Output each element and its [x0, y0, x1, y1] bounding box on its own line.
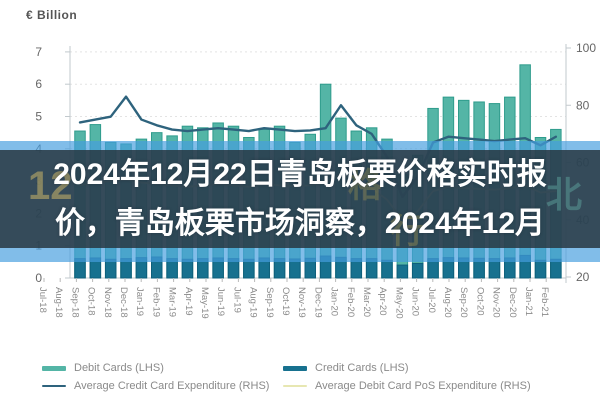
- svg-text:Nov-20: Nov-20: [491, 287, 502, 318]
- svg-text:Sep-18: Sep-18: [69, 287, 80, 318]
- headline-line2: 价，青岛板栗市场洞察，2024年12月: [54, 207, 546, 240]
- line-avg-credit-card-expenditure: [78, 95, 558, 199]
- svg-text:Apr-19: Apr-19: [183, 287, 194, 316]
- svg-text:Jun-20: Jun-20: [410, 287, 421, 316]
- axis-unit-label: € Billion: [26, 8, 78, 22]
- bar: [381, 259, 393, 279]
- bar: [396, 264, 409, 279]
- svg-text:Jul-20: Jul-20: [426, 287, 437, 313]
- svg-text:Jan-20: Jan-20: [329, 287, 340, 316]
- x-axis-labels: Jul-18 Aug-18 Sep-18 Oct-18 Nov-18 Dec-18 Jan-…: [37, 278, 550, 319]
- svg-text:Feb-20: Feb-20: [345, 287, 356, 317]
- svg-text:20: 20: [576, 270, 590, 284]
- legend-label: Credit Cards (LHS): [315, 362, 409, 374]
- headline-line1: 2024年12月22日青岛板栗价格实时报: [53, 158, 547, 191]
- bar: [411, 262, 424, 279]
- bar: [550, 258, 562, 279]
- headline: 2024年12月22日青岛板栗价格实时报 价，青岛板栗市场洞察，2024年12月: [0, 150, 600, 248]
- svg-text:Oct-18: Oct-18: [86, 287, 97, 316]
- svg-text:Jun-19: Jun-19: [215, 287, 226, 316]
- bar: [181, 258, 194, 279]
- svg-text:Oct-19: Oct-19: [280, 287, 291, 316]
- svg-text:100: 100: [576, 41, 596, 55]
- svg-text:Nov-18: Nov-18: [102, 287, 113, 318]
- svg-text:Nov-19: Nov-19: [296, 287, 307, 318]
- svg-text:7: 7: [35, 45, 42, 59]
- legend-line-swatch: [42, 384, 66, 388]
- bar: [534, 259, 547, 279]
- legend-label: Debit Cards (LHS): [74, 362, 164, 374]
- svg-text:5: 5: [35, 110, 42, 124]
- svg-text:Jul-18: Jul-18: [37, 287, 48, 313]
- svg-text:Jul-19: Jul-19: [231, 287, 242, 313]
- svg-text:Sep-19: Sep-19: [264, 287, 275, 318]
- svg-text:6: 6: [35, 77, 42, 91]
- svg-text:May-20: May-20: [393, 287, 404, 319]
- svg-text:80: 80: [576, 98, 590, 112]
- legend-bar-swatch: [42, 365, 66, 371]
- svg-text:Dec-20: Dec-20: [507, 287, 518, 318]
- legend-item: Credit Cards (LHS): [283, 362, 531, 374]
- bar: [243, 258, 255, 279]
- svg-text:Mar-19: Mar-19: [167, 287, 178, 317]
- svg-text:0: 0: [35, 271, 42, 285]
- svg-text:Aug-19: Aug-19: [248, 287, 259, 318]
- overlay-band-dark: [0, 150, 600, 248]
- legend: Debit Cards (LHS) Credit Cards (LHS) Avera…: [42, 362, 531, 392]
- legend-item: Average Credit Card Expenditure (RHS): [42, 380, 283, 392]
- svg-text:Mar-20: Mar-20: [361, 287, 372, 317]
- bar: [104, 258, 117, 279]
- svg-text:Oct-20: Oct-20: [474, 287, 485, 316]
- svg-text:Aug-18: Aug-18: [53, 287, 64, 318]
- svg-text:Jan-19: Jan-19: [134, 287, 145, 316]
- legend-item: Average Debit Card PoS Expenditure (RHS): [283, 380, 531, 392]
- legend-item: Debit Cards (LHS): [42, 362, 283, 374]
- svg-text:Feb-21: Feb-21: [539, 287, 550, 317]
- svg-text:Feb-19: Feb-19: [150, 287, 161, 317]
- svg-text:Dec-18: Dec-18: [118, 287, 129, 318]
- legend-line-swatch: [283, 384, 307, 388]
- legend-label: Average Credit Card Expenditure (RHS): [74, 380, 270, 392]
- bars-credit-cards: [74, 254, 562, 279]
- svg-text:Apr-20: Apr-20: [377, 287, 388, 316]
- svg-text:Aug-20: Aug-20: [442, 287, 453, 318]
- svg-text:Sep-20: Sep-20: [458, 287, 469, 318]
- legend-label: Average Debit Card PoS Expenditure (RHS): [315, 380, 531, 392]
- svg-text:Jan-21: Jan-21: [523, 287, 534, 316]
- svg-text:May-19: May-19: [199, 287, 210, 319]
- legend-bar-swatch: [283, 365, 307, 371]
- svg-text:Dec-19: Dec-19: [312, 287, 323, 318]
